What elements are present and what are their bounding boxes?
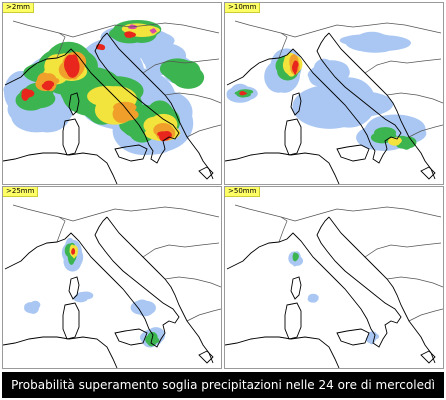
national-border — [386, 276, 443, 288]
map-caption: Probabilità superamento soglia precipita… — [2, 372, 444, 398]
national-border — [12, 204, 220, 222]
coastline — [198, 350, 214, 364]
coastline — [284, 118, 302, 156]
precip-area-red — [124, 31, 137, 38]
precip-area-green — [159, 58, 205, 89]
coastline — [62, 302, 80, 340]
national-border — [386, 92, 443, 104]
map-panel-25mm: >25mm — [2, 186, 222, 369]
map-panel-10mm: >10mm — [224, 2, 444, 185]
coastline — [225, 336, 340, 368]
precip-area-lightblue — [130, 299, 156, 317]
precip-area-red — [41, 80, 55, 91]
national-border — [278, 32, 288, 59]
precip-area-red — [21, 88, 35, 101]
precip-area-red — [157, 130, 172, 142]
map-10mm — [225, 20, 443, 184]
national-border — [164, 92, 221, 104]
national-border — [278, 216, 288, 243]
precip-area-lightblue — [365, 331, 380, 345]
coastline — [420, 350, 436, 364]
national-border — [364, 242, 442, 258]
map-panel-2mm: >2mm — [2, 2, 222, 185]
coastline — [328, 32, 436, 180]
coastline — [336, 144, 370, 162]
map-50mm — [225, 204, 443, 368]
threshold-label: >50mm — [225, 187, 261, 197]
threshold-label: >10mm — [225, 3, 261, 13]
national-border — [408, 124, 443, 138]
national-border — [56, 32, 66, 59]
coastline — [336, 328, 370, 346]
coastline — [106, 216, 214, 364]
coastline — [420, 166, 436, 180]
precip-area-magenta — [149, 28, 157, 34]
threshold-label: >2mm — [3, 3, 34, 13]
precip-area-green — [145, 331, 160, 347]
precip-area-red — [71, 248, 76, 255]
national-border — [142, 58, 220, 74]
coastline — [4, 216, 180, 348]
coastline — [284, 302, 302, 340]
coastline — [3, 336, 118, 368]
national-border — [164, 276, 221, 288]
precip-area-green — [292, 252, 299, 262]
coastline — [62, 118, 80, 156]
coastline — [106, 32, 214, 180]
coastline — [226, 32, 402, 164]
precip-area-red — [291, 60, 299, 75]
map-2mm — [3, 19, 221, 184]
precip-area-red — [64, 54, 80, 78]
coastline — [290, 276, 302, 300]
coastline — [328, 216, 436, 364]
precip-area-lightblue — [307, 58, 350, 87]
coastline — [68, 276, 80, 300]
national-border — [186, 308, 221, 322]
national-border — [186, 124, 221, 138]
precip-area-lightblue — [73, 291, 94, 303]
national-border — [142, 242, 220, 258]
national-border — [56, 216, 66, 243]
precip-area-red — [239, 91, 247, 96]
coastline — [226, 216, 402, 348]
map-25mm — [3, 204, 221, 368]
precip-area-lightblue — [24, 300, 41, 314]
precip-area-lightblue — [292, 77, 394, 129]
precip-area-red — [96, 43, 106, 51]
coastline — [68, 92, 80, 116]
coastline — [290, 92, 302, 116]
threshold-label: >25mm — [3, 187, 39, 197]
national-border — [12, 20, 220, 38]
precip-area-lightblue — [339, 31, 411, 53]
coastline — [114, 144, 148, 162]
map-panel-50mm: >50mm — [224, 186, 444, 369]
national-border — [408, 308, 443, 322]
coastline — [3, 152, 118, 184]
coastline — [225, 152, 340, 184]
national-border — [364, 58, 442, 74]
coastline — [114, 328, 148, 346]
coastline — [198, 166, 214, 180]
precip-area-lightblue — [307, 293, 319, 303]
national-border — [234, 20, 442, 38]
national-border — [234, 204, 442, 222]
coastline — [4, 32, 180, 164]
